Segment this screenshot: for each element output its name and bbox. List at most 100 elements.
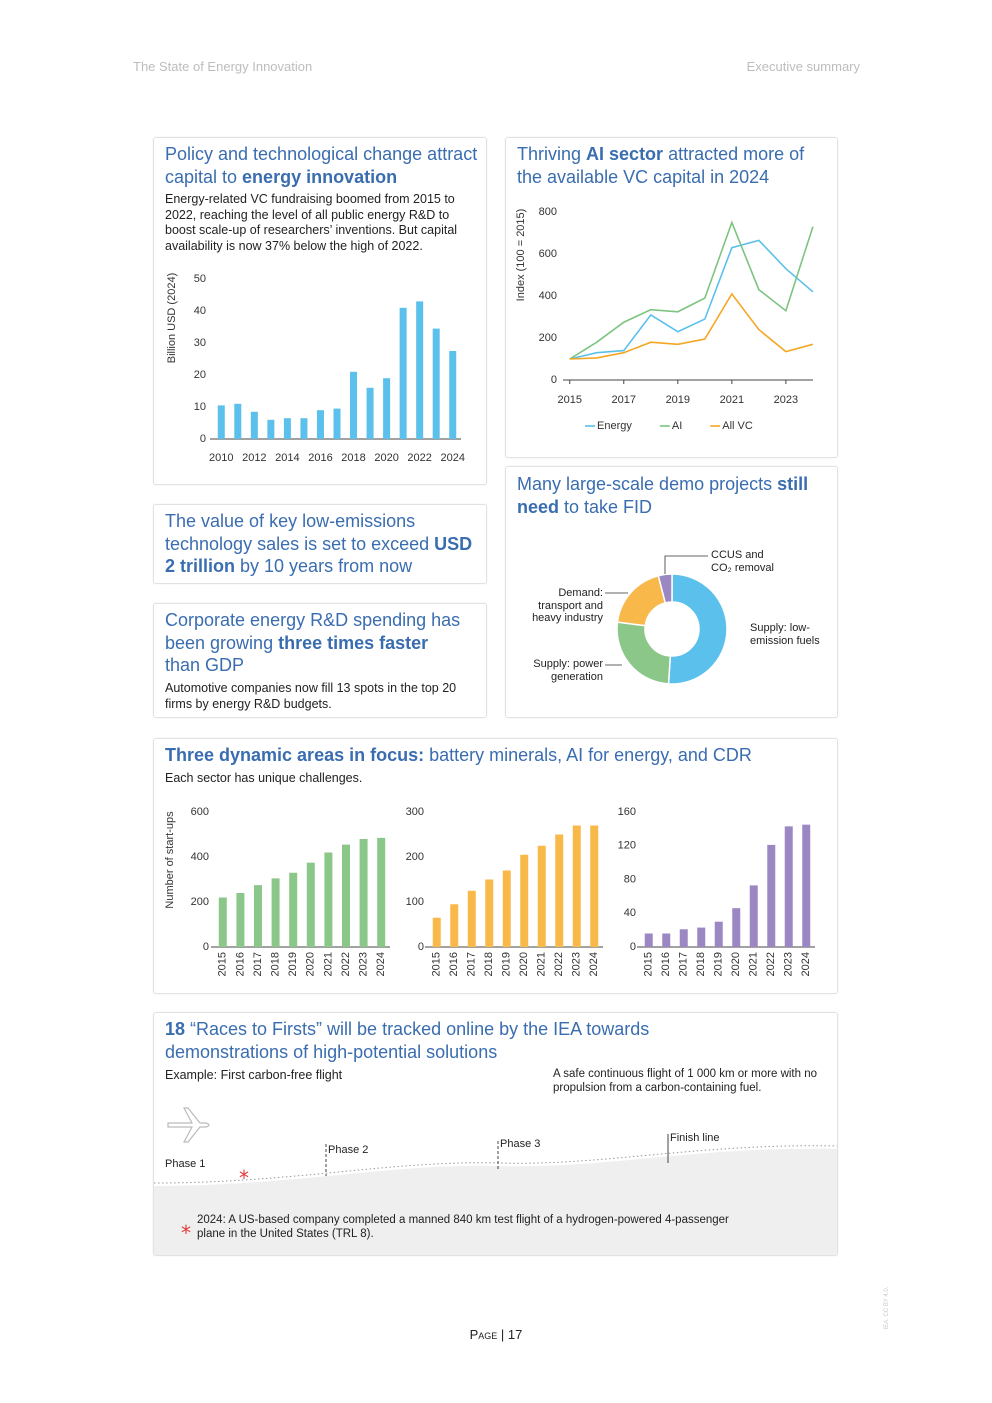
y-tick-label: 400	[539, 290, 557, 302]
x-tick-label: 2021	[322, 952, 334, 976]
y-axis-label: Number of start-ups	[164, 811, 176, 909]
line-series	[569, 292, 814, 360]
title-part: than GDP	[165, 655, 245, 675]
title-part: AI sector	[586, 144, 664, 164]
bar	[333, 408, 341, 439]
x-tick-label: 2018	[483, 952, 495, 976]
x-tick-label: 2022	[553, 952, 565, 976]
bar	[802, 824, 811, 947]
x-tick-label: 2021	[720, 394, 744, 406]
phase-label: Phase 1	[165, 1158, 206, 1170]
legend-label: Energy	[597, 420, 632, 432]
y-tick-label: 0	[203, 941, 209, 953]
y-tick-label: 400	[191, 851, 209, 863]
bar	[502, 870, 511, 947]
bar	[662, 933, 671, 947]
bar	[289, 872, 298, 947]
y-tick-label: 200	[406, 851, 424, 863]
x-tick-label: 2023	[358, 952, 370, 976]
y-tick-label: 40	[624, 907, 636, 919]
x-tick-label: 2022	[765, 952, 777, 976]
x-tick-label: 2020	[374, 452, 398, 464]
x-tick-label: 2018	[341, 452, 365, 464]
bar	[520, 854, 529, 947]
legend-label: AI	[672, 420, 682, 432]
x-tick-label: 2020	[730, 952, 742, 976]
bar	[432, 917, 441, 947]
bar	[537, 845, 546, 947]
bar	[555, 834, 564, 947]
bar	[432, 328, 440, 439]
line-series	[569, 220, 814, 360]
bar	[485, 879, 494, 947]
bar	[324, 852, 333, 947]
y-tick-label: 0	[200, 433, 206, 445]
definition: A safe continuous flight of 1 000 km or …	[553, 1068, 818, 1094]
y-tick-label: 200	[191, 896, 209, 908]
y-tick-label: 120	[618, 840, 636, 852]
y-tick-label: 40	[194, 305, 206, 317]
x-tick-label: 2018	[695, 952, 707, 976]
panel-title: Policy and technological change attract …	[165, 143, 485, 188]
landscape: * *	[154, 1107, 837, 1255]
bar	[399, 307, 407, 439]
x-tick-label: 2017	[466, 952, 478, 976]
panel	[153, 603, 487, 718]
asterisk: *	[239, 1166, 249, 1190]
pie-segment	[667, 573, 728, 685]
x-tick-label: 2017	[612, 394, 636, 406]
panel-text: Automotive companies now fill 13 spots i…	[165, 681, 457, 711]
page-number: Page | 17	[469, 1327, 523, 1342]
y-tick-label: 0	[418, 941, 424, 953]
x-tick-label: 2014	[275, 452, 299, 464]
bar	[236, 893, 245, 947]
segment-label: Supply: low-emission fuels	[750, 622, 820, 647]
x-tick-label: 2018	[270, 952, 282, 976]
bar	[250, 411, 258, 439]
bar	[306, 862, 315, 947]
title-part: “Races to Firsts” will be tracked online…	[165, 1019, 650, 1062]
example: Example: First carbon-free flight	[165, 1068, 343, 1082]
panel	[153, 504, 487, 584]
x-tick-label: 2010	[209, 452, 233, 464]
bar	[644, 933, 653, 947]
bar	[714, 921, 723, 947]
x-tick-label: 2022	[340, 952, 352, 976]
title-part: three times faster	[278, 632, 429, 653]
x-tick-label: 2022	[407, 452, 431, 464]
y-tick-label: 10	[194, 401, 206, 413]
bar	[732, 908, 741, 947]
y-tick-label: 80	[624, 873, 636, 885]
panel-text: Energy-related VC fundraising boomed fro…	[165, 192, 458, 253]
x-tick-label: 2021	[536, 952, 548, 976]
panel-title: Three dynamic areas in focus: battery mi…	[165, 744, 825, 767]
x-tick-label: 2023	[571, 952, 583, 976]
line-series	[569, 239, 814, 360]
pie-segment	[616, 621, 672, 685]
title-part: battery minerals, AI for energy, and CDR	[424, 745, 752, 765]
x-tick-label: 2017	[252, 952, 264, 976]
segment-label: Supply: power generation	[533, 658, 603, 683]
x-tick-label: 2019	[501, 952, 513, 976]
x-tick-label: 2015	[431, 952, 443, 976]
pie-segment	[616, 574, 667, 627]
title-part: Corporate energy R&D spending has been g…	[165, 610, 461, 653]
bar	[377, 837, 386, 947]
y-tick-label: 0	[551, 374, 557, 386]
title-part: by 10 years from now	[235, 556, 413, 576]
x-tick-label: 2016	[234, 952, 246, 976]
y-tick-label: 300	[406, 806, 424, 818]
panel	[153, 738, 838, 994]
y-tick-label: 200	[539, 332, 557, 344]
segment-label: Demand: transport and heavy industry	[532, 587, 603, 624]
leader-line	[664, 555, 708, 574]
bar	[366, 387, 374, 439]
x-tick-label: 2020	[518, 952, 530, 976]
y-tick-label: 0	[630, 941, 636, 953]
x-tick-label: 2024	[588, 952, 600, 976]
phase-label: Finish line	[670, 1132, 720, 1144]
panel	[505, 137, 838, 458]
x-tick-label: 2015	[558, 394, 582, 406]
panel-title: The value of key low-emissions technolog…	[165, 510, 483, 578]
